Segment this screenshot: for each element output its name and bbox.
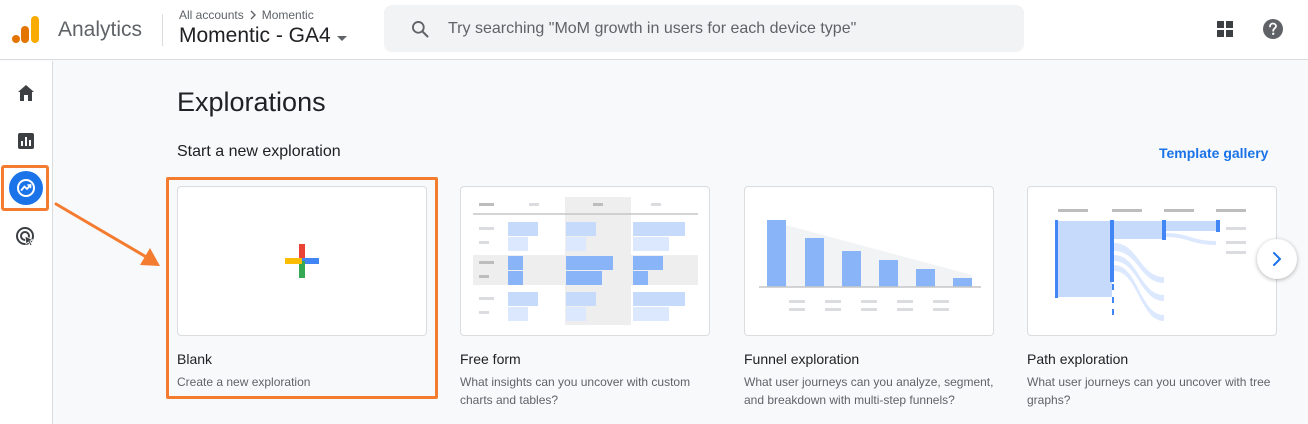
free-form-illustration — [473, 197, 698, 325]
path-illustration — [1055, 209, 1246, 321]
search-icon — [412, 20, 429, 37]
property-name: Momentic - GA4 — [179, 24, 331, 47]
top-bar: Analytics All accounts Momentic Momentic… — [0, 0, 1308, 60]
reports-icon — [18, 133, 34, 149]
explore-icon — [17, 179, 35, 197]
breadcrumb[interactable]: All accounts Momentic — [179, 8, 314, 22]
nav-advertising[interactable] — [6, 217, 46, 257]
section-subtitle: Start a new exploration — [177, 143, 341, 160]
property-selector[interactable]: Momentic - GA4 — [179, 24, 347, 48]
nav-explore[interactable] — [6, 168, 46, 208]
caret-down-icon — [336, 35, 347, 41]
card-path-exploration[interactable] — [1027, 186, 1277, 336]
chevron-right-icon — [250, 10, 256, 20]
card-title-free-form: Free form — [460, 351, 521, 367]
analytics-logo-icon[interactable] — [12, 14, 40, 44]
apps-button[interactable] — [1212, 16, 1238, 42]
card-title-blank: Blank — [177, 351, 213, 367]
template-gallery-link[interactable]: Template gallery — [1159, 145, 1269, 161]
left-nav — [0, 61, 53, 424]
carousel-next-button[interactable] — [1257, 239, 1297, 279]
card-funnel-exploration[interactable] — [744, 186, 994, 336]
breadcrumb-account[interactable]: Momentic — [261, 8, 314, 22]
card-desc-funnel: What user journeys can you analyze, segm… — [744, 375, 994, 407]
header-divider — [162, 14, 163, 46]
nav-home[interactable] — [6, 73, 46, 113]
help-icon — [1263, 19, 1283, 39]
nav-explore-active-indicator — [9, 171, 43, 205]
chevron-right-icon — [1273, 252, 1281, 266]
card-title-path: Path exploration — [1027, 351, 1129, 367]
nav-explore-highlight — [1, 165, 49, 211]
grid-apps-icon — [1217, 21, 1233, 37]
annotation-arrow — [54, 202, 160, 266]
nav-reports[interactable] — [6, 121, 46, 161]
search-bar[interactable] — [384, 5, 1024, 52]
search-input[interactable] — [448, 19, 1008, 38]
card-title-funnel: Funnel exploration — [744, 351, 860, 367]
card-desc-free-form: What insights can you uncover with custo… — [460, 375, 691, 407]
blank-card-highlight — [166, 177, 438, 399]
card-blank[interactable] — [177, 186, 427, 336]
page-title: Explorations — [177, 87, 326, 117]
funnel-illustration — [759, 220, 981, 311]
card-desc-path: What user journeys can you uncover with … — [1027, 375, 1271, 407]
breadcrumb-all-accounts[interactable]: All accounts — [179, 8, 244, 22]
card-desc-blank: Create a new exploration — [177, 375, 311, 389]
card-free-form[interactable] — [460, 186, 710, 336]
advertising-icon — [16, 227, 35, 247]
help-button[interactable] — [1260, 16, 1286, 42]
plus-icon — [285, 244, 319, 278]
app-name: Analytics — [58, 18, 143, 41]
home-icon — [18, 85, 34, 101]
